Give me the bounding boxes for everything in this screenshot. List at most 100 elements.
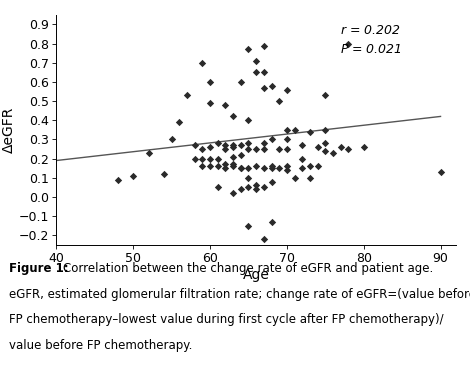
Point bbox=[321, 92, 329, 98]
Point bbox=[206, 163, 214, 169]
Point bbox=[260, 146, 267, 152]
Point bbox=[199, 156, 206, 162]
Point bbox=[337, 144, 345, 150]
Text: eGFR, estimated glomerular filtration rate; change rate of eGFR=(value before: eGFR, estimated glomerular filtration ra… bbox=[9, 288, 470, 301]
Point bbox=[214, 184, 221, 190]
Point bbox=[191, 156, 198, 162]
Point bbox=[321, 127, 329, 133]
Point bbox=[360, 144, 368, 150]
Point bbox=[252, 69, 260, 75]
Point bbox=[145, 150, 152, 156]
Point bbox=[283, 167, 290, 173]
Point bbox=[245, 165, 252, 171]
Point bbox=[229, 190, 237, 196]
Point bbox=[275, 98, 283, 104]
Point bbox=[260, 140, 267, 146]
Point bbox=[199, 146, 206, 152]
Point bbox=[222, 161, 229, 167]
Point bbox=[298, 165, 306, 171]
Point bbox=[229, 144, 237, 150]
Text: value before FP chemotherapy.: value before FP chemotherapy. bbox=[9, 339, 193, 352]
Point bbox=[229, 154, 237, 160]
Point bbox=[283, 137, 290, 142]
Point bbox=[222, 146, 229, 152]
Text: $r$ = 0.202
$P$ = 0.021: $r$ = 0.202 $P$ = 0.021 bbox=[340, 24, 402, 56]
Point bbox=[268, 163, 275, 169]
Point bbox=[237, 79, 244, 85]
Point bbox=[245, 146, 252, 152]
Point bbox=[245, 184, 252, 190]
Point bbox=[275, 165, 283, 171]
Point bbox=[283, 163, 290, 169]
Point bbox=[237, 152, 244, 158]
Point bbox=[283, 86, 290, 92]
Text: FP chemotherapy–lowest value during first cycle after FP chemotherapy)/: FP chemotherapy–lowest value during firs… bbox=[9, 313, 444, 326]
Point bbox=[321, 148, 329, 154]
Point bbox=[222, 102, 229, 108]
Point bbox=[306, 129, 313, 135]
Point bbox=[252, 58, 260, 64]
Point bbox=[229, 142, 237, 148]
Point bbox=[160, 171, 168, 177]
Point bbox=[260, 43, 267, 49]
Point bbox=[268, 83, 275, 89]
Point bbox=[199, 60, 206, 66]
Point bbox=[245, 117, 252, 123]
Point bbox=[245, 175, 252, 181]
Point bbox=[206, 144, 214, 150]
Point bbox=[345, 146, 352, 152]
Point bbox=[214, 140, 221, 146]
Point bbox=[214, 163, 221, 169]
Point bbox=[222, 142, 229, 148]
Point bbox=[168, 137, 175, 142]
Y-axis label: ΔeGFR: ΔeGFR bbox=[2, 107, 16, 153]
Point bbox=[260, 85, 267, 91]
Point bbox=[114, 177, 122, 183]
Point bbox=[268, 219, 275, 225]
Point bbox=[260, 165, 267, 171]
Point bbox=[237, 186, 244, 192]
Text: Figure 1:: Figure 1: bbox=[9, 262, 69, 275]
Point bbox=[268, 165, 275, 171]
Point bbox=[222, 165, 229, 171]
Point bbox=[260, 69, 267, 75]
Point bbox=[437, 169, 444, 175]
Point bbox=[306, 175, 313, 181]
Point bbox=[306, 163, 313, 169]
Point bbox=[291, 175, 298, 181]
Point bbox=[206, 156, 214, 162]
Text: Correlation between the change rate of eGFR and patient age.: Correlation between the change rate of e… bbox=[63, 262, 434, 275]
Point bbox=[298, 156, 306, 162]
Point bbox=[298, 142, 306, 148]
Point bbox=[283, 146, 290, 152]
Point bbox=[229, 161, 237, 167]
Point bbox=[314, 144, 321, 150]
Point bbox=[229, 163, 237, 169]
Point bbox=[252, 183, 260, 188]
X-axis label: Age: Age bbox=[243, 267, 270, 282]
Point bbox=[268, 178, 275, 184]
Point bbox=[214, 156, 221, 162]
Point bbox=[260, 184, 267, 190]
Point bbox=[176, 119, 183, 125]
Point bbox=[237, 142, 244, 148]
Point bbox=[245, 223, 252, 229]
Point bbox=[283, 127, 290, 133]
Point bbox=[229, 114, 237, 119]
Point bbox=[291, 127, 298, 133]
Point bbox=[199, 163, 206, 169]
Point bbox=[183, 92, 191, 98]
Point bbox=[252, 186, 260, 192]
Point bbox=[191, 142, 198, 148]
Point bbox=[252, 146, 260, 152]
Point bbox=[321, 140, 329, 146]
Point bbox=[206, 100, 214, 106]
Point bbox=[129, 173, 137, 179]
Point bbox=[206, 79, 214, 85]
Point bbox=[245, 140, 252, 146]
Point bbox=[275, 146, 283, 152]
Point bbox=[268, 137, 275, 142]
Point bbox=[314, 163, 321, 169]
Point bbox=[252, 163, 260, 169]
Point bbox=[237, 165, 244, 171]
